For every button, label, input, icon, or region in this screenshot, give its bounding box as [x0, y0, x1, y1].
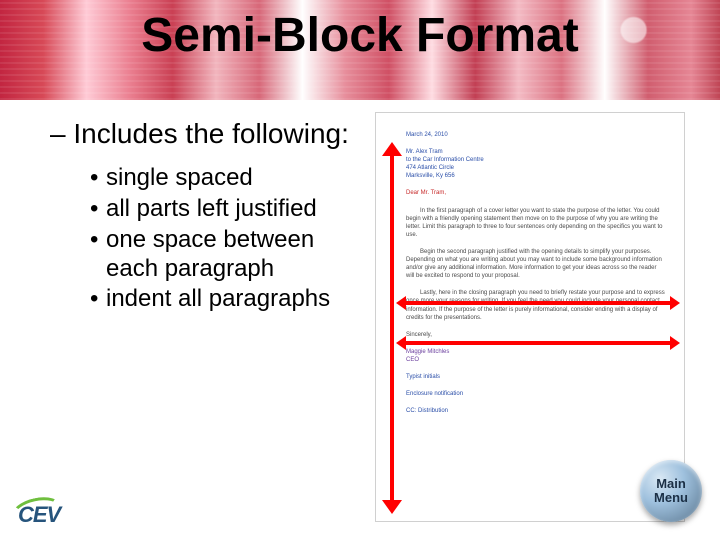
doc-salutation: Dear Mr. Tram, — [406, 189, 666, 197]
content-left: – Includes the following: single spaced … — [70, 118, 370, 316]
doc-enclosure: Enclosure notification — [406, 390, 666, 398]
doc-address: Mr. Alex Tram to the Car Information Cen… — [406, 148, 666, 180]
main-menu-label-1: Main — [656, 477, 686, 491]
list-item: indent all paragraphs — [90, 285, 370, 314]
doc-closing: Sincerely, — [406, 331, 666, 339]
doc-p2: Begin the second paragraph justified wit… — [406, 248, 666, 280]
doc-p1: In the first paragraph of a cover letter… — [406, 207, 666, 239]
main-menu-button[interactable]: Main Menu — [640, 460, 702, 522]
intro-text: Includes the following: — [73, 118, 349, 149]
list-item: all parts left justified — [90, 195, 370, 224]
doc-p3: Lastly, here in the closing paragraph yo… — [406, 289, 666, 321]
doc-cc: CC: Distribution — [406, 407, 666, 415]
horizontal-width-arrow — [404, 301, 672, 305]
doc-date: March 24, 2010 — [406, 131, 666, 139]
doc-typist: Typist initials — [406, 373, 666, 381]
list-item: single spaced — [90, 164, 370, 193]
list-item: one space between each paragraph — [90, 226, 370, 284]
main-menu-label-2: Menu — [654, 491, 688, 505]
vertical-extent-arrow — [382, 142, 402, 514]
letter-preview: March 24, 2010 Mr. Alex Tram to the Car … — [375, 112, 685, 522]
intro-line: – Includes the following: — [70, 118, 370, 150]
cev-logo: CEV — [18, 502, 60, 528]
doc-signature: Maggie Mitchles CEO — [406, 348, 666, 364]
bullet-list: single spaced all parts left justified o… — [70, 164, 370, 314]
page-title: Semi-Block Format — [0, 8, 720, 63]
horizontal-width-arrow — [404, 341, 672, 345]
